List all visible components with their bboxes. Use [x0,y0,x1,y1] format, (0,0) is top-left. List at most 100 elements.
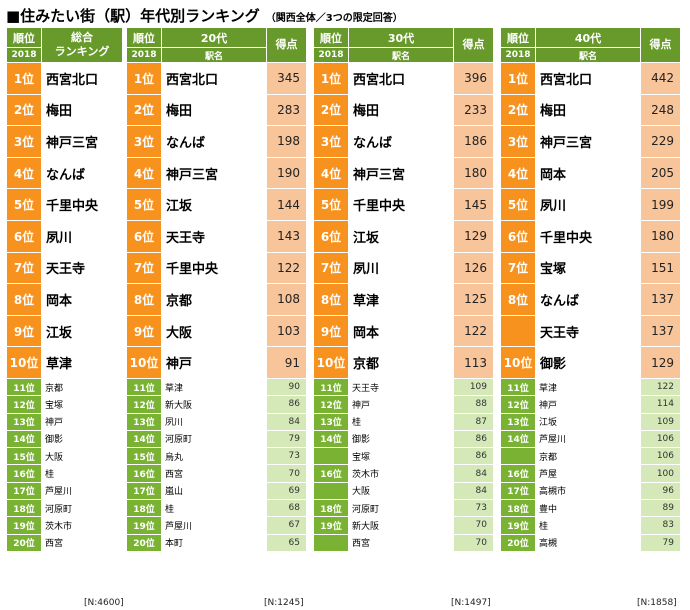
rank-cell: 8位 [313,283,349,316]
table-row: 14位 河原町 79 [126,429,307,449]
score-cell: 126 [453,251,494,285]
score-cell: 106 [640,447,681,466]
station-cell: 桂 [535,516,641,535]
table-row: 13位 江坂 109 [500,412,681,431]
table-row: 12位 神戸 88 [313,395,494,414]
overall-ranking-table: 順位 総合 ランキング 2018 1位 西宮北口 2位 梅田 3位 神戸三宮 4位 なんば 5位… [6,27,123,552]
station-cell: 京都 [161,283,267,316]
rank-cell: 9位 [313,314,349,348]
score-cell: 396 [453,62,494,95]
station-cell: 西宮北口 [41,62,123,95]
table-row: 8位 草津 125 [313,283,494,316]
score-header: 得点 [640,27,681,63]
station-cell: 千里中央 [161,251,267,285]
station-cell: 江坂 [535,412,641,431]
year-header: 2018 [6,47,42,63]
station-cell: 京都 [348,346,454,379]
rank-cell: 5位 [126,188,162,221]
rank-header: 順位 [6,27,42,48]
score-cell: 83 [640,516,681,535]
station-cell: 芦屋川 [41,481,123,501]
rank-cell: 1位 [6,62,42,95]
score-cell: 122 [266,251,307,285]
rank-cell: 14位 [500,429,536,449]
table-row: 19位 茨木市 [6,516,123,535]
rank-cell: 7位 [6,251,42,285]
station-cell: 神戸三宮 [161,156,267,190]
table-row: 4位 岡本 205 [500,156,681,190]
rank-cell: 10位 [500,346,536,379]
score-cell: 67 [266,516,307,535]
year-header: 2018 [126,47,162,63]
station-cell: 芦屋川 [161,516,267,535]
rank-cell: 9位 [6,314,42,348]
rank-cell: 7位 [313,251,349,285]
station-header: 駅名 [161,47,267,63]
rank-cell: 3位 [313,125,349,158]
table-row: 16位 西宮 70 [126,464,307,483]
station-cell: 大阪 [161,314,267,348]
table-row: 12位 新大阪 86 [126,395,307,414]
station-cell: 西宮北口 [161,62,267,95]
table-row: 4位 なんば [6,156,123,190]
rank-cell: 20位 [6,533,42,552]
table-row: 3位 神戸三宮 [6,125,123,158]
station-cell: 梅田 [535,93,641,127]
rank-cell: 8位 [6,283,42,316]
table-row: 16位 芦屋 100 [500,464,681,483]
score-cell: 248 [640,93,681,127]
score-cell: 70 [453,516,494,535]
score-cell: 114 [640,395,681,414]
table-row: 5位 夙川 199 [500,188,681,221]
sample-size-note: [N:1245] [264,598,304,608]
table-row: 18位 豊中 89 [500,499,681,518]
station-cell: 芦屋川 [535,429,641,449]
score-cell: 283 [266,93,307,127]
table-row: 20位 本町 65 [126,533,307,552]
table-row: 19位 新大阪 70 [313,516,494,535]
table-row: 6位 千里中央 180 [500,219,681,253]
station-cell: 宝塚 [535,251,641,285]
station-cell: 西宮 [161,464,267,483]
score-cell: 125 [453,283,494,316]
table-row: 19位 芦屋川 67 [126,516,307,535]
rank-cell: 7位 [500,251,536,285]
score-cell: 84 [266,412,307,431]
score-header: 得点 [266,27,307,63]
station-cell: 神戸三宮 [535,125,641,158]
year-header: 2018 [500,47,536,63]
rank-cell: 13位 [126,412,162,431]
rank-cell: 10位 [313,346,349,379]
score-cell: 70 [453,533,494,552]
table-row: 1位 西宮北口 396 [313,62,494,95]
table-row: 17位 芦屋川 [6,481,123,501]
rank-cell: 16位 [313,464,349,483]
table-row: 14位 御影 86 [313,429,494,449]
score-cell: 100 [640,464,681,483]
station-cell: 千里中央 [41,188,123,221]
table-row: 天王寺 137 [500,314,681,348]
station-header: 駅名 [535,47,641,63]
rank-cell [500,447,536,466]
table-row: 京都 106 [500,447,681,466]
table-row: 1位 西宮北口 442 [500,62,681,95]
score-cell: 229 [640,125,681,158]
score-cell: 109 [453,377,494,397]
score-cell: 137 [640,283,681,316]
rank-cell: 2位 [126,93,162,127]
table-row: 16位桂 [6,464,123,483]
station-cell: 夙川 [41,219,123,253]
table-row: 9位 江坂 [6,314,123,348]
table-row: 15位 大阪 [6,447,123,466]
table-row: 20位 高槻 79 [500,533,681,552]
rank-cell: 11位 [126,377,162,397]
station-cell: 梅田 [41,93,123,127]
year-header: 2018 [313,47,349,63]
rank-cell: 1位 [500,62,536,95]
station-cell: 大阪 [348,481,454,501]
table-row: 7位 夙川 126 [313,251,494,285]
age40-ranking-table: 順位 40代 得点 2018 駅名 1位 西宮北口 442 2位 梅田 248 3位 神戸三宮… [500,27,681,552]
table-row: 3位 なんば 186 [313,125,494,158]
station-cell: 烏丸 [161,447,267,466]
table-row: 2位 梅田 283 [126,93,307,127]
